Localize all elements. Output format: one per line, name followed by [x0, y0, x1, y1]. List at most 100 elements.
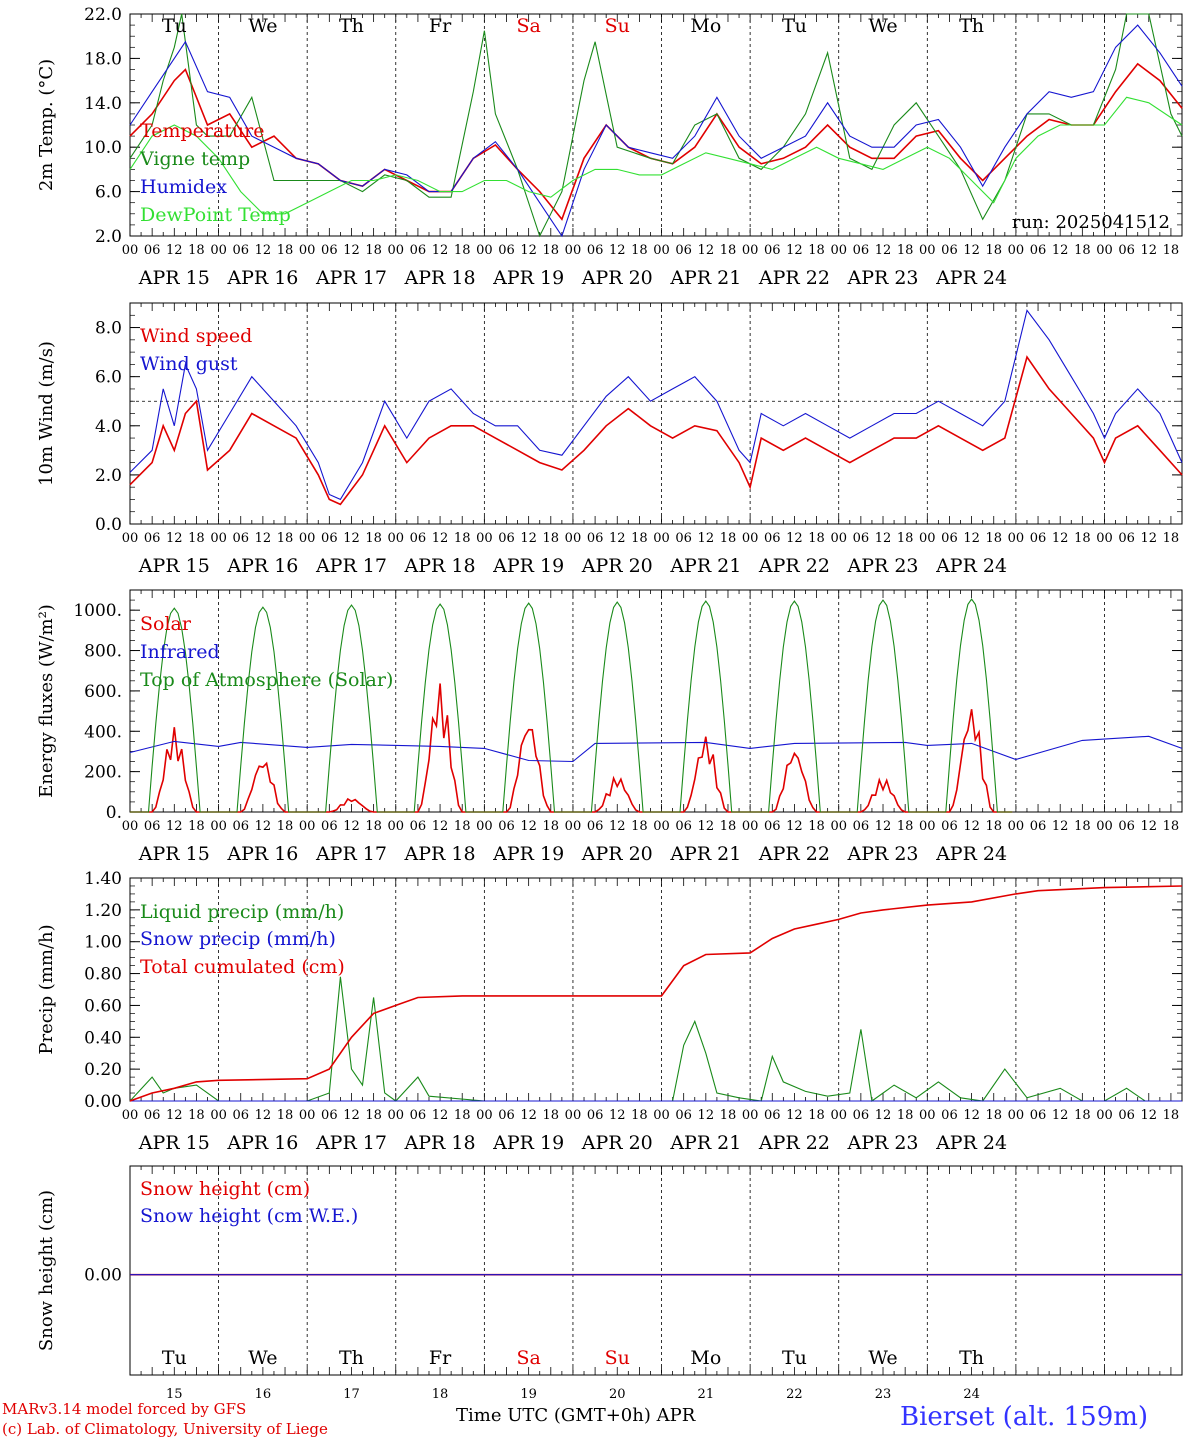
hour-tick-label: 18 — [365, 819, 382, 834]
hour-tick-label: 18 — [277, 1108, 294, 1123]
hour-tick-label: 12 — [166, 531, 183, 546]
hour-tick-label: 12 — [698, 243, 715, 258]
hour-tick-label: 12 — [432, 1108, 449, 1123]
hour-tick-label: 06 — [232, 1108, 249, 1123]
hour-tick-label: 06 — [853, 1108, 870, 1123]
hour-tick-label: 12 — [786, 819, 803, 834]
y-tick-label: 6.0 — [95, 183, 122, 203]
hour-tick-label: 18 — [631, 1108, 648, 1123]
date-label: APR 18 — [404, 1132, 476, 1154]
hour-tick-label: 12 — [343, 1108, 360, 1123]
hour-tick-label: 06 — [764, 819, 781, 834]
date-label: APR 15 — [138, 1132, 210, 1154]
y-tick-label: 2.0 — [95, 227, 122, 247]
day-name-label: Th — [959, 1347, 984, 1369]
day-name-label: Fr — [429, 1347, 452, 1369]
hour-tick-label: 12 — [1141, 1108, 1158, 1123]
hour-tick-label: 00 — [122, 531, 139, 546]
hour-tick-label: 00 — [122, 243, 139, 258]
hour-tick-label: 00 — [565, 243, 582, 258]
hour-tick-label: 18 — [543, 1108, 560, 1123]
hour-tick-label: 18 — [720, 531, 737, 546]
hour-tick-label: 18 — [454, 1108, 471, 1123]
hour-tick-label: 06 — [321, 243, 338, 258]
hour-tick-label: 06 — [1030, 819, 1047, 834]
hour-tick-label: 06 — [144, 1108, 161, 1123]
hour-tick-label: 18 — [720, 819, 737, 834]
hour-tick-label: 12 — [343, 819, 360, 834]
hour-tick-label: 00 — [387, 819, 404, 834]
hour-tick-label: 18 — [720, 1108, 737, 1123]
hour-tick-label: 18 — [188, 531, 205, 546]
hour-tick-label: 06 — [144, 243, 161, 258]
hour-tick-label: 12 — [1141, 819, 1158, 834]
hour-tick-label: 18 — [985, 1108, 1002, 1123]
hour-tick-label: 06 — [1030, 1108, 1047, 1123]
hour-tick-label: 06 — [321, 819, 338, 834]
hour-tick-label: 18 — [543, 531, 560, 546]
credit-model: MARv3.14 model forced by GFS — [2, 1400, 247, 1418]
hour-tick-label: 00 — [653, 819, 670, 834]
station-label: Bierset (alt. 159m) — [900, 1402, 1149, 1432]
hour-tick-label: 00 — [1008, 1108, 1025, 1123]
date-label: APR 21 — [669, 843, 741, 865]
hour-tick-label: 00 — [210, 531, 227, 546]
date-label: APR 24 — [935, 267, 1007, 289]
hour-tick-label: 06 — [853, 819, 870, 834]
day-name-label: Sa — [516, 1347, 540, 1369]
y-tick-label: 0.00 — [84, 1092, 122, 1112]
date-label: APR 16 — [226, 1132, 298, 1154]
hour-tick-label: 00 — [830, 819, 847, 834]
hour-tick-label: 00 — [1096, 531, 1113, 546]
legend-entry: Top of Atmosphere (Solar) — [140, 669, 393, 691]
hour-tick-label: 00 — [476, 531, 493, 546]
hour-tick-label: 06 — [232, 531, 249, 546]
series-line-liquid-precip-mm-h- — [129, 976, 1182, 1102]
date-label: APR 15 — [138, 555, 210, 577]
hour-tick-label: 00 — [565, 1108, 582, 1123]
hour-tick-label: 00 — [299, 819, 316, 834]
hour-tick-label: 12 — [520, 531, 537, 546]
hour-tick-label: 12 — [963, 819, 980, 834]
hour-tick-label: 06 — [498, 531, 515, 546]
hour-tick-label: 12 — [1141, 243, 1158, 258]
day-number-label: 18 — [432, 1387, 449, 1400]
hour-tick-label: 06 — [587, 531, 604, 546]
hour-tick-label: 12 — [963, 243, 980, 258]
day-name-label: Su — [605, 1347, 630, 1369]
hour-tick-label: 00 — [476, 243, 493, 258]
hour-tick-label: 06 — [321, 1108, 338, 1123]
legend-entry: Vigne temp — [139, 148, 250, 170]
y-tick-label: 200. — [84, 763, 122, 783]
hour-tick-label: 06 — [587, 243, 604, 258]
series-line-top-of-atmosphere-solar- — [130, 598, 1013, 813]
hour-tick-label: 18 — [808, 531, 825, 546]
date-label: APR 24 — [935, 555, 1007, 577]
y-tick-label: 14.0 — [84, 94, 122, 114]
hour-tick-label: 06 — [410, 243, 427, 258]
hour-tick-label: 06 — [1030, 243, 1047, 258]
y-tick-label: 1.40 — [84, 869, 122, 889]
y-axis-title: Energy fluxes (W/m²) — [36, 604, 57, 798]
hour-tick-label: 06 — [410, 819, 427, 834]
x-axis-title: Time UTC (GMT+0h) APR — [456, 1405, 695, 1426]
hour-tick-label: 18 — [1074, 531, 1091, 546]
hour-tick-label: 06 — [1118, 1108, 1135, 1123]
date-label: APR 17 — [315, 843, 387, 865]
series-line-vigne-temp — [129, 13, 1183, 238]
hour-tick-label: 00 — [299, 531, 316, 546]
y-axis-title: 10m Wind (m/s) — [36, 341, 57, 486]
y-axis-title: Precip (mm/h) — [36, 924, 57, 1054]
y-tick-label: 0.0 — [95, 515, 122, 535]
hour-tick-label: 12 — [609, 531, 626, 546]
hour-tick-label: 00 — [299, 1108, 316, 1123]
y-tick-label: 0.00 — [84, 1266, 122, 1286]
date-label: APR 22 — [758, 1132, 830, 1154]
hour-tick-label: 12 — [255, 531, 272, 546]
hour-tick-label: 06 — [941, 531, 958, 546]
hour-tick-label: 18 — [365, 1108, 382, 1123]
hour-tick-label: 18 — [277, 531, 294, 546]
hour-tick-label: 18 — [1074, 819, 1091, 834]
day-name-label: Tu — [162, 1347, 187, 1369]
hour-tick-label: 06 — [675, 1108, 692, 1123]
